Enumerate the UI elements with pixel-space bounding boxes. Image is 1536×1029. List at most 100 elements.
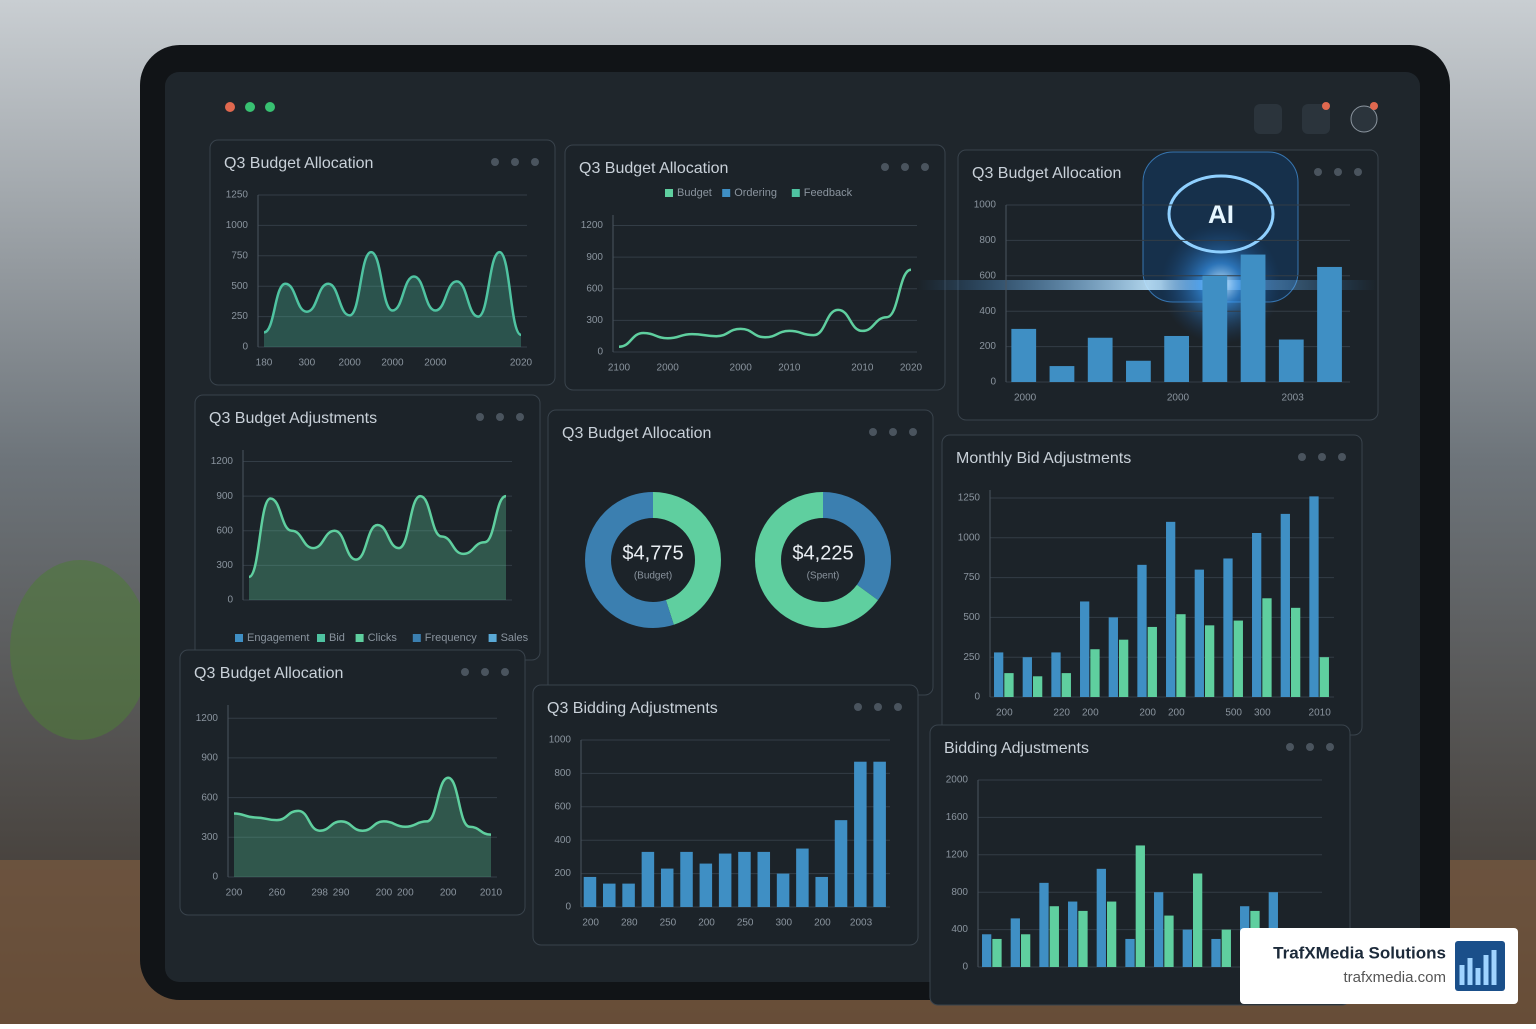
panel-menu-dot bbox=[909, 428, 917, 436]
panel bbox=[179, 649, 526, 916]
profile-button[interactable] bbox=[1350, 105, 1378, 133]
y-tick-label: 1600 bbox=[946, 812, 969, 823]
donut-segment bbox=[585, 492, 721, 628]
mail-button[interactable] bbox=[1302, 104, 1330, 134]
y-tick-label: 0 bbox=[974, 692, 980, 703]
bar bbox=[1223, 558, 1233, 697]
bar bbox=[1252, 532, 1262, 697]
brand-url: trafxmedia.com bbox=[1343, 969, 1446, 986]
bar bbox=[1061, 673, 1071, 697]
bar bbox=[1182, 929, 1192, 967]
x-tick-label: 298 bbox=[311, 888, 328, 899]
legend-swatch bbox=[665, 189, 673, 197]
y-tick-label: 900 bbox=[201, 753, 218, 764]
bar bbox=[1262, 598, 1272, 697]
y-tick-label: 800 bbox=[951, 887, 968, 898]
bar bbox=[1004, 673, 1014, 697]
y-tick-label: 750 bbox=[963, 572, 980, 583]
notification-button[interactable] bbox=[1254, 104, 1282, 134]
bar bbox=[1087, 337, 1113, 382]
y-tick-label: 1000 bbox=[974, 200, 997, 211]
legend-swatch bbox=[488, 634, 497, 642]
x-tick-label: 2010 bbox=[1309, 708, 1332, 719]
y-tick-label: 600 bbox=[554, 801, 571, 812]
y-tick-label: 400 bbox=[951, 924, 968, 935]
bar bbox=[1049, 366, 1075, 382]
window-dot bbox=[225, 102, 235, 112]
y-tick-label: 600 bbox=[216, 525, 233, 536]
y-tick-label: 250 bbox=[231, 311, 248, 322]
panel-title: Q3 Budget Adjustments bbox=[209, 410, 377, 427]
panel-title: Bidding Adjustments bbox=[944, 740, 1089, 757]
x-tick-label: 2000 bbox=[424, 358, 447, 369]
y-tick-label: 1000 bbox=[549, 735, 572, 746]
x-tick-label: 2000 bbox=[339, 358, 362, 369]
badge-dot bbox=[1322, 102, 1330, 110]
bar bbox=[1154, 892, 1164, 967]
panel-menu-dot bbox=[869, 428, 877, 436]
y-tick-label: 0 bbox=[242, 342, 248, 353]
bar bbox=[680, 851, 693, 907]
x-tick-label: 2000 bbox=[1167, 393, 1190, 404]
bar bbox=[1033, 676, 1043, 697]
legend-swatch bbox=[412, 634, 421, 642]
bar bbox=[1309, 496, 1319, 697]
bar bbox=[1137, 564, 1147, 697]
bar bbox=[1010, 918, 1020, 967]
bar bbox=[1193, 873, 1203, 967]
bar bbox=[1080, 601, 1090, 697]
y-tick-label: 2000 bbox=[946, 775, 969, 786]
panel-menu-dot bbox=[491, 158, 499, 166]
bar bbox=[583, 876, 597, 907]
legend-label: Budget bbox=[677, 187, 712, 199]
y-tick-label: 1250 bbox=[958, 493, 981, 504]
bar bbox=[1022, 657, 1032, 697]
panel-menu-dot bbox=[1318, 453, 1326, 461]
x-tick-label: 180 bbox=[256, 358, 273, 369]
x-tick-label: 290 bbox=[333, 888, 350, 899]
bar bbox=[1221, 929, 1231, 967]
x-tick-label: 200 bbox=[1082, 708, 1099, 719]
bar bbox=[815, 876, 828, 907]
bar bbox=[641, 851, 655, 907]
window-dot bbox=[265, 102, 275, 112]
panel bbox=[564, 144, 946, 391]
bar bbox=[1126, 360, 1151, 382]
panel-menu-dot bbox=[476, 413, 484, 421]
panel-menu-dot bbox=[854, 703, 862, 711]
y-tick-label: 250 bbox=[963, 652, 980, 663]
donut-center-label: $4,775 bbox=[622, 542, 683, 564]
panel-menu-dot bbox=[921, 163, 929, 171]
bar bbox=[699, 863, 713, 907]
y-tick-label: 900 bbox=[216, 491, 233, 502]
bar bbox=[1108, 617, 1118, 697]
bar bbox=[1205, 625, 1215, 697]
panel-menu-dot bbox=[889, 428, 897, 436]
x-tick-label: 220 bbox=[1053, 708, 1070, 719]
bar bbox=[1166, 521, 1176, 697]
y-tick-label: 300 bbox=[216, 560, 233, 571]
y-tick-label: 0 bbox=[212, 872, 218, 883]
panel-menu-dot bbox=[481, 668, 489, 676]
y-tick-label: 1000 bbox=[226, 220, 249, 231]
legend-label: Ordering bbox=[734, 187, 777, 199]
bar bbox=[1068, 901, 1078, 967]
donut-center-label: $4,225 bbox=[792, 542, 853, 564]
panel-menu-dot bbox=[1338, 453, 1346, 461]
y-tick-label: 0 bbox=[565, 902, 571, 913]
panel-menu-dot bbox=[1334, 168, 1342, 176]
ai-beam bbox=[918, 280, 1378, 290]
line bbox=[263, 250, 522, 337]
bar bbox=[660, 868, 674, 907]
bar bbox=[994, 652, 1004, 697]
x-tick-label: 2000 bbox=[381, 358, 404, 369]
y-tick-label: 400 bbox=[554, 835, 571, 846]
area-fill bbox=[264, 252, 521, 347]
x-tick-label: 260 bbox=[268, 888, 285, 899]
x-tick-label: 300 bbox=[298, 358, 315, 369]
panel-title: Q3 Budget Allocation bbox=[562, 425, 711, 442]
x-tick-label: 2000 bbox=[657, 363, 680, 374]
x-tick-label: 2000 bbox=[1014, 393, 1037, 404]
x-tick-label: 200 bbox=[1139, 708, 1156, 719]
